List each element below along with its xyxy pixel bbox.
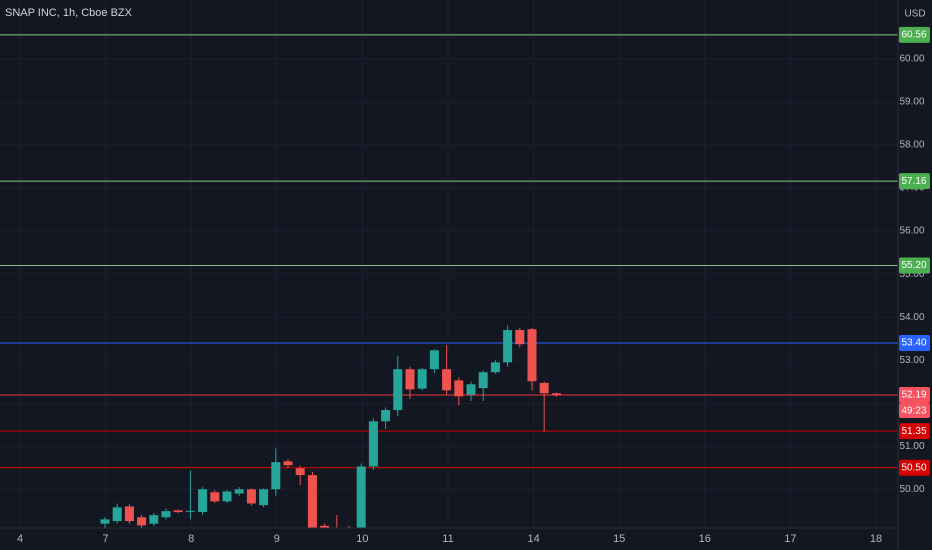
countdown: 49:23 — [901, 406, 926, 417]
grid — [0, 0, 898, 528]
candle-body — [271, 462, 281, 490]
candle-body — [527, 329, 537, 382]
candle-body — [539, 382, 549, 394]
candle-body — [222, 491, 232, 502]
level-label-box — [899, 26, 930, 43]
candle-body — [503, 330, 513, 363]
candle-body — [137, 517, 147, 526]
candle-body — [466, 384, 476, 395]
level-label: 52.19 — [901, 390, 926, 401]
y-tick-label: 60.00 — [899, 54, 924, 65]
candle-body — [429, 350, 439, 370]
candle-body — [368, 421, 378, 467]
y-tick-label: 54.00 — [899, 312, 924, 323]
level-label-box — [899, 459, 930, 476]
x-tick-label: 11 — [442, 533, 453, 545]
y-tick-label: 55.00 — [899, 269, 924, 280]
axis: 47891011141516171850.0051.0052.0053.0054… — [17, 26, 930, 545]
x-tick-label: 17 — [784, 533, 796, 545]
y-tick-label: 53.00 — [899, 355, 924, 366]
x-tick-label: 4 — [17, 533, 23, 545]
candle-body — [551, 393, 561, 396]
y-tick-label: 56.00 — [899, 226, 924, 237]
x-tick-label: 14 — [527, 533, 539, 545]
candle-body — [283, 461, 293, 466]
x-tick-label: 16 — [699, 533, 711, 545]
candle-body — [332, 532, 341, 536]
level-label-box — [899, 423, 930, 440]
candle-body — [454, 380, 464, 397]
candle-body — [345, 528, 354, 537]
candle-body — [393, 369, 403, 411]
level-label: 53.40 — [901, 338, 926, 349]
level-label-box — [899, 257, 930, 274]
candle-body — [515, 330, 525, 345]
candle-body — [112, 507, 122, 522]
levels — [0, 34, 898, 469]
currency: USD — [904, 9, 925, 20]
candle-body — [478, 372, 488, 389]
candle-body — [381, 410, 391, 422]
candle-body — [405, 369, 415, 390]
y-tick-label: 58.00 — [899, 140, 924, 151]
chart-title: SNAP INC, 1h, Cboe BZX — [5, 7, 133, 19]
candle-body — [100, 519, 110, 524]
candle-body — [442, 369, 452, 391]
level-label: 55.20 — [901, 260, 926, 271]
x-tick-label: 7 — [103, 533, 109, 545]
level-label: 57.16 — [901, 176, 926, 187]
x-tick-label: 18 — [870, 533, 882, 545]
candle-body — [417, 369, 427, 389]
level-label: 51.35 — [901, 426, 926, 437]
candle-body — [124, 506, 134, 522]
x-tick-label: 10 — [356, 533, 368, 545]
level-label: 60.56 — [901, 29, 926, 40]
level-label-box — [899, 387, 930, 404]
candle-body — [307, 475, 317, 528]
y-tick-label: 51.00 — [899, 441, 924, 452]
candle-body — [210, 492, 220, 502]
x-tick-label: 8 — [188, 533, 194, 545]
y-tick-label: 59.00 — [899, 97, 924, 108]
x-tick-label: 15 — [613, 533, 625, 545]
candles — [100, 325, 561, 537]
countdown-box — [899, 403, 930, 419]
candle-body — [198, 489, 208, 513]
candle-body — [246, 489, 256, 504]
candle-body — [185, 510, 195, 512]
candle-body — [173, 510, 183, 513]
level-label-box — [899, 334, 930, 351]
candle-body — [490, 362, 500, 373]
candle-body — [320, 525, 330, 528]
candle-body — [356, 466, 366, 528]
level-label-box — [899, 173, 930, 190]
candle-body — [161, 511, 171, 518]
candle-body — [149, 515, 159, 524]
candle-body — [234, 489, 244, 494]
candle-body — [295, 468, 305, 476]
y-tick-label: 50.00 — [899, 484, 924, 495]
x-tick-label: 9 — [274, 533, 280, 545]
candle-body — [259, 489, 269, 506]
level-label: 50.50 — [901, 462, 926, 473]
